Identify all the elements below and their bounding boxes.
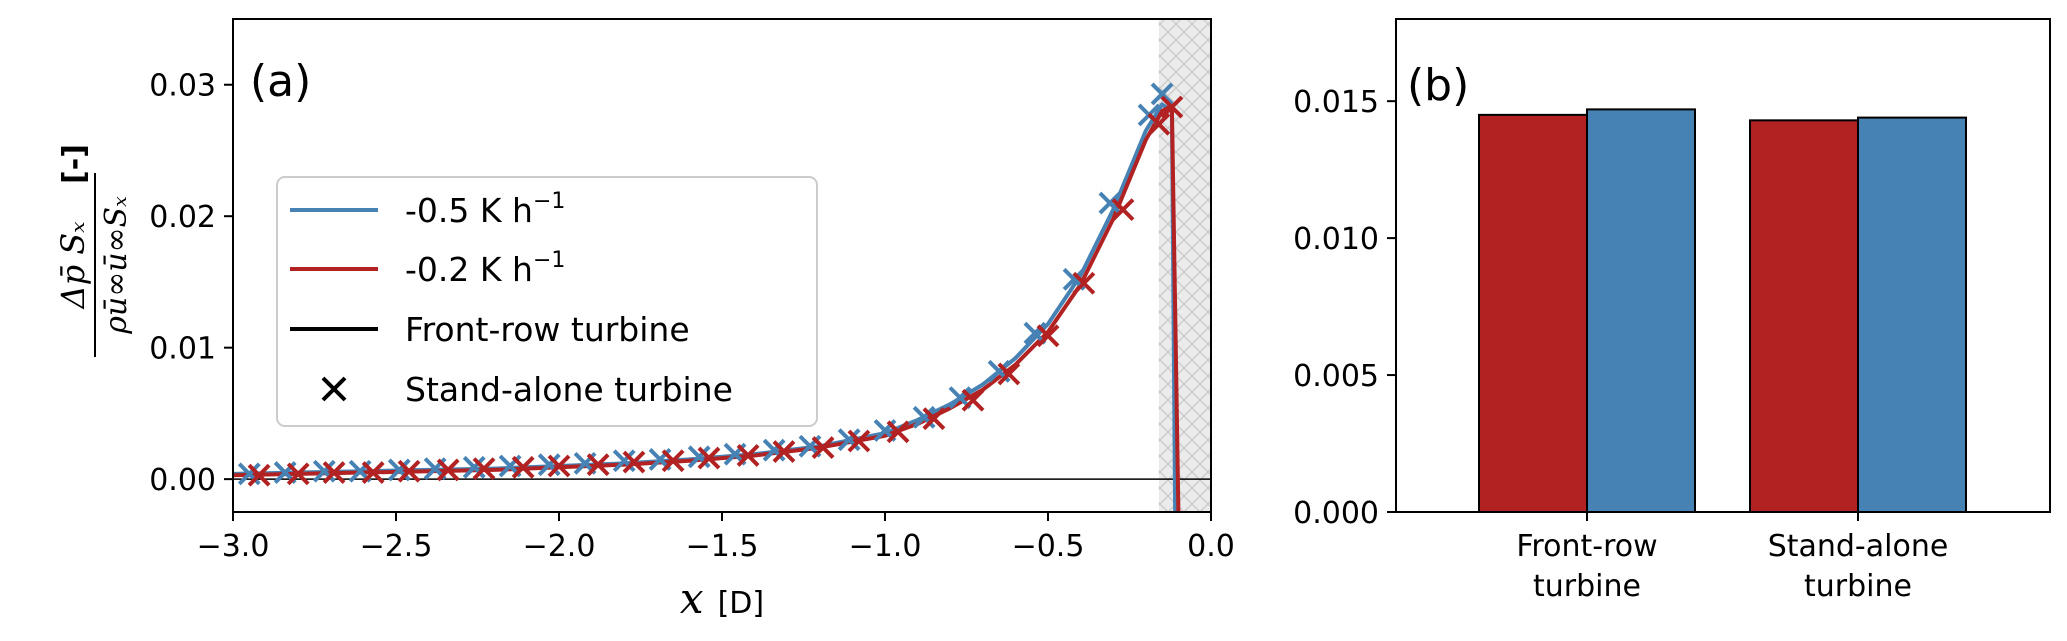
- series-marker-3-7: [511, 455, 535, 479]
- x-category-label: Stand-alone: [1768, 529, 1949, 564]
- panel-a-label: (a): [250, 56, 311, 107]
- panel-a-x-ticks: −3.0 −2.5 −2.0 −1.5 −1.0 −0.5 0.0: [197, 512, 1235, 564]
- series-marker-3-3: [361, 461, 385, 484]
- y-tick-label: 0.00: [149, 463, 216, 498]
- series-marker-3-0: [247, 463, 271, 487]
- panel-b-bars: [1478, 108, 1967, 513]
- series-marker-3-10: [622, 450, 646, 474]
- series-marker-3-23: [1111, 198, 1135, 222]
- panel-b-frame: [1395, 18, 2051, 513]
- panel-b-x-ticks: Front-row turbine Stand-alone turbine: [1516, 512, 1948, 604]
- series-marker-3-1: [286, 462, 310, 486]
- x-tick-label: −1.0: [849, 529, 922, 564]
- x-tick-label: −2.0: [523, 529, 596, 564]
- y-tick-label: 0.015: [1293, 85, 1379, 120]
- legend-box: [276, 176, 818, 427]
- x-tick-label: −2.5: [360, 529, 433, 564]
- series-marker-3-17: [886, 420, 910, 444]
- series-marker-3-22: [1072, 271, 1096, 295]
- y-tick-label: 0.010: [1293, 222, 1379, 257]
- shaded-rotor-hatch: [1158, 19, 1211, 512]
- y-tick-label: 0.000: [1293, 496, 1379, 531]
- series-marker-3-8: [547, 454, 571, 478]
- series-marker-3-16: [847, 429, 871, 453]
- series-marker-3-4: [397, 459, 421, 483]
- panel-a-series: [233, 82, 1184, 512]
- bar-0-0: [1478, 113, 1588, 513]
- series-marker-3-2: [322, 461, 346, 484]
- series-marker-3-24: [1147, 112, 1171, 136]
- panel-a-ylabel-unit-wrap: [-]: [57, 144, 92, 184]
- series-marker-3-6: [472, 457, 496, 481]
- legend: -0.5 K h−1 -0.2 K h−1 Front-row turbine …: [276, 176, 818, 427]
- panel-a-y-ticks: 0.00 0.01 0.02 0.03: [149, 69, 233, 498]
- x-category-label: turbine: [1533, 569, 1641, 604]
- panel-a: −3.0 −2.5 −2.0 −1.5 −1.0 −0.5 0.0 0.00 0.01 0.02…: [54, 18, 1235, 623]
- x-tick-label: 0.0: [1187, 529, 1235, 564]
- series-marker-3-9: [586, 453, 610, 477]
- bar-1-1: [1857, 116, 1967, 513]
- x-tick-label: −3.0: [197, 529, 270, 564]
- series-marker-3-11: [661, 449, 685, 473]
- x-category-label: Front-row: [1516, 529, 1657, 564]
- series-marker-2-25: [1150, 82, 1174, 106]
- series-marker-3-15: [811, 436, 835, 459]
- panel-b: 0.000 0.005 0.010 0.015 Front-row turbine Sta…: [1293, 18, 2051, 604]
- legend-label-red: -0.2 K h−1: [405, 248, 565, 289]
- series-marker-3-12: [697, 446, 721, 470]
- ylabel-unit: [-]: [57, 144, 92, 184]
- series-marker-3-21: [1036, 324, 1060, 348]
- panel-a-xlabel: x [D]: [680, 574, 764, 623]
- bar-1-0: [1749, 119, 1859, 513]
- y-tick-label: 0.01: [149, 332, 216, 367]
- legend-marker-x: [321, 376, 347, 402]
- series-marker-3-20: [997, 362, 1021, 386]
- ylabel-denominator: ρū∞ū∞Sₓ: [99, 196, 134, 335]
- legend-label-stand-alone: Stand-alone turbine: [405, 370, 733, 409]
- series-marker-3-19: [961, 388, 985, 412]
- panel-b-y-ticks: 0.000 0.005 0.010 0.015: [1293, 85, 1396, 531]
- legend-label-front-row: Front-row turbine: [405, 310, 690, 349]
- bar-0-1: [1586, 108, 1696, 513]
- legend-label-blue: -0.5 K h−1: [405, 189, 565, 230]
- series-marker-3-25: [1160, 95, 1184, 119]
- ylabel-numerator: Δp̄ Sₓ: [54, 221, 92, 311]
- series-marker-3-13: [736, 444, 760, 467]
- panel-b-label: (b): [1407, 60, 1469, 111]
- y-tick-label: 0.005: [1293, 359, 1379, 394]
- x-tick-label: −0.5: [1012, 529, 1085, 564]
- panel-a-ylabel: Δp̄ Sₓ ρū∞ū∞Sₓ: [54, 173, 134, 357]
- y-tick-label: 0.02: [149, 200, 216, 235]
- x-tick-label: −1.5: [686, 529, 759, 564]
- y-tick-label: 0.03: [149, 69, 216, 104]
- series-marker-3-5: [436, 458, 460, 482]
- series-marker-3-14: [772, 440, 796, 463]
- series-marker-2-23: [1098, 191, 1122, 215]
- x-category-label: turbine: [1804, 569, 1912, 604]
- series-marker-3-18: [922, 407, 946, 431]
